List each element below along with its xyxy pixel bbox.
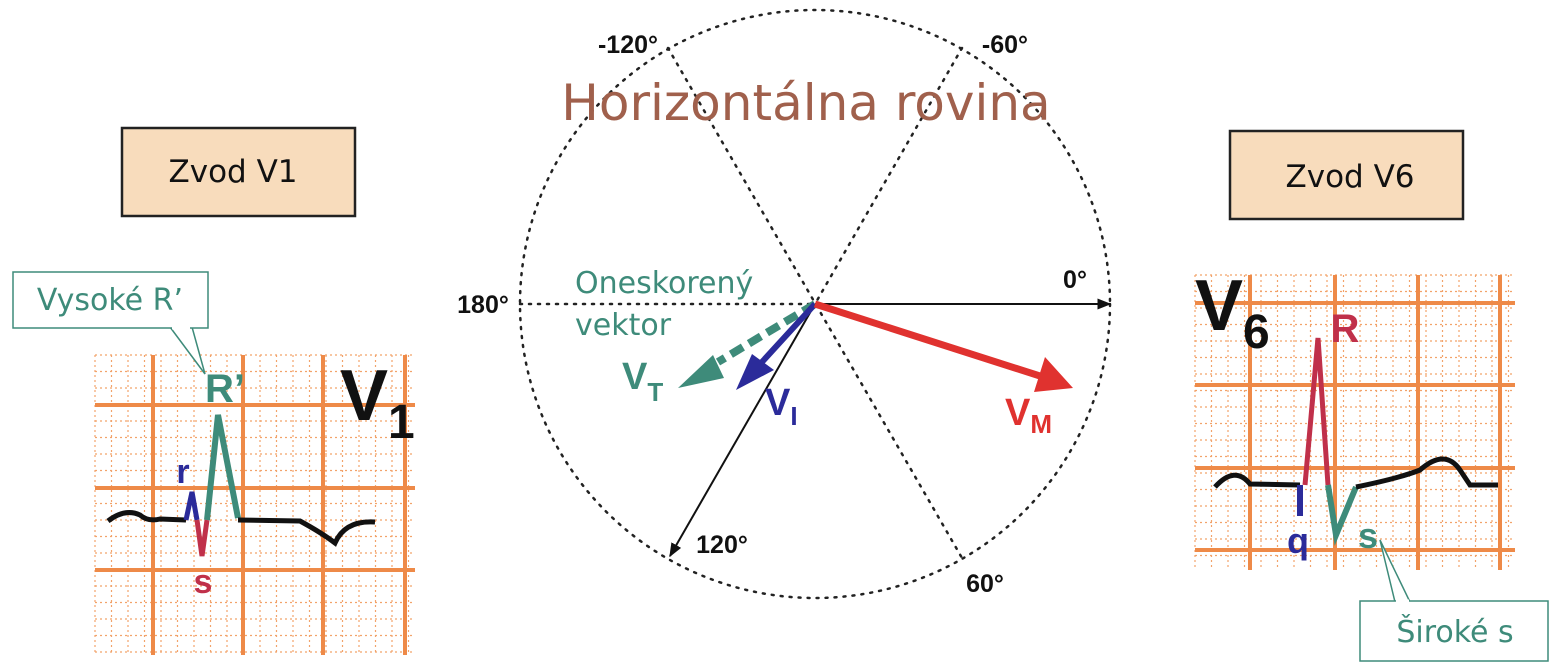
angle-label: -120° — [598, 31, 658, 59]
lead-label: Zvod V1 — [168, 154, 297, 190]
ecg-trace — [1213, 472, 1301, 489]
vector-i-head — [736, 354, 774, 390]
angle-label: -60° — [982, 31, 1028, 59]
vector-i — [759, 301, 818, 365]
vector-t — [715, 300, 818, 366]
callout-text: Široké s — [1396, 613, 1513, 650]
vector-sub: M — [1030, 409, 1052, 439]
vector-main: V — [765, 382, 791, 424]
vector-sub: I — [790, 401, 797, 431]
ecg-trace — [1355, 456, 1498, 490]
callout-box — [1359, 600, 1549, 662]
wave-r-prime — [204, 414, 241, 521]
callout-text: Vysoké R’ — [37, 283, 183, 318]
wave-label: r — [176, 453, 189, 491]
vector-m-head — [1034, 357, 1073, 392]
wave-s — [1325, 484, 1359, 546]
axis-arrow — [669, 303, 816, 558]
axis-line — [813, 46, 964, 306]
ecg-trace — [237, 517, 376, 547]
lead-sub: 6 — [1243, 306, 1270, 359]
callout-box — [12, 271, 209, 329]
wave-s — [194, 519, 210, 557]
lead-sub: 1 — [388, 396, 415, 449]
lead-box — [120, 126, 357, 218]
lead-label: Zvod V6 — [1285, 159, 1414, 195]
callout-pointer — [169, 326, 206, 375]
vector-label: VI — [765, 382, 798, 431]
vector-label: VM — [1005, 392, 1052, 439]
axis-line — [666, 46, 964, 560]
wave-label: q — [1287, 520, 1309, 561]
lead-main: V — [340, 356, 388, 436]
lead-name: V6 — [1195, 266, 1270, 359]
wave-r — [183, 491, 200, 521]
lead-name: V1 — [340, 356, 415, 449]
vector-note: Oneskorený — [575, 266, 753, 301]
wave-label: R’ — [205, 367, 245, 411]
wave-label: s — [1358, 515, 1378, 556]
vector-label: VT — [622, 356, 663, 407]
vector-main: V — [622, 356, 648, 398]
title: Horizontálna rovina — [561, 74, 1050, 132]
vector-sub: T — [647, 377, 663, 407]
vector-note: vektor — [575, 308, 672, 343]
wave-r — [1302, 337, 1331, 486]
angle-label: 60° — [966, 570, 1004, 598]
vector-t-head — [678, 355, 724, 388]
vector-main: V — [1005, 392, 1031, 434]
lead-box — [1228, 129, 1465, 221]
angle-label: 180° — [457, 291, 509, 319]
angle-label: 0° — [1063, 266, 1087, 294]
ecg-grids — [94, 274, 1515, 655]
wave-label: R — [1331, 307, 1360, 351]
vector-m — [813, 300, 1042, 380]
angle-label: 120° — [696, 531, 748, 559]
ecg-trace — [106, 510, 187, 524]
wave-label: s — [194, 563, 213, 601]
lead-main: V — [1195, 266, 1243, 346]
